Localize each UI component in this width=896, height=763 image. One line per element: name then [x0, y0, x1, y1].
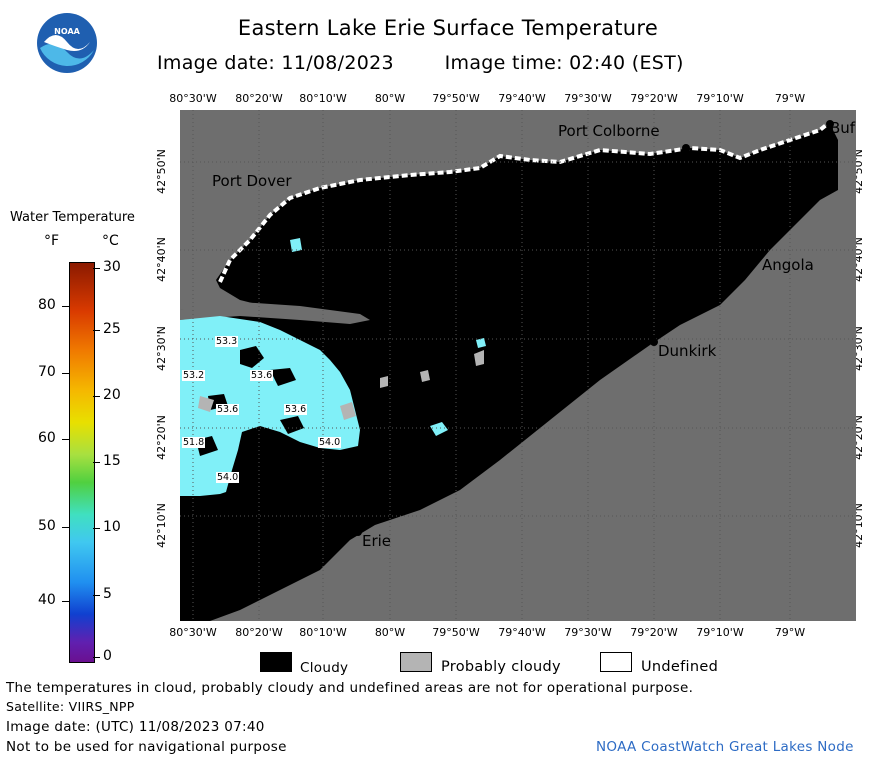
- erie-marker: [354, 528, 362, 536]
- temperature-label: 54.0: [216, 472, 240, 483]
- lon-label-top: 79°30'W: [564, 92, 612, 105]
- scale-c-tick: 20: [103, 387, 121, 403]
- lake-map: [180, 110, 856, 621]
- scale-f-tick: 70: [38, 364, 56, 380]
- place-label: Erie: [362, 532, 392, 550]
- temperature-label: 53.6: [284, 404, 308, 415]
- cloud-patch: [280, 416, 304, 434]
- visible-water-patch: [430, 422, 448, 436]
- temperature-label: 51.8: [182, 437, 206, 448]
- lon-label-top: 79°10'W: [696, 92, 744, 105]
- lon-label-top: 80°20'W: [235, 92, 283, 105]
- scale-c-tick: 10: [103, 519, 121, 535]
- visible-water-area: [180, 316, 360, 496]
- scale-unit-f: °F: [44, 233, 60, 249]
- dunkirk-marker: [650, 338, 658, 346]
- probably-cloudy-patch: [198, 396, 214, 412]
- lon-label-bottom: 80°30'W: [169, 626, 217, 639]
- probably-cloudy-patch: [474, 350, 484, 366]
- cloud-patch: [270, 368, 296, 386]
- map-panel: Port Dover Port Colborne Buf Angola Dunk…: [180, 110, 856, 621]
- lat-label-left: 42°40'N: [154, 237, 168, 282]
- legend-swatch-undefined: [600, 652, 632, 672]
- legend-label-probably-cloudy: Probably cloudy: [441, 659, 561, 675]
- lat-label-left: 42°20'N: [154, 415, 168, 460]
- lon-label-bottom: 79°30'W: [564, 626, 612, 639]
- lon-label-top: 80°30'W: [169, 92, 217, 105]
- credit-line: NOAA CoastWatch Great Lakes Node: [596, 739, 854, 755]
- temperature-label: 53.3: [215, 336, 239, 347]
- port-colborne-marker: [682, 144, 690, 152]
- scale-unit-c: °C: [102, 233, 119, 249]
- scale-f-tick: 50: [38, 518, 56, 534]
- map-title: Eastern Lake Erie Surface Temperature: [237, 16, 659, 40]
- lon-label-top: 79°50'W: [432, 92, 480, 105]
- cloud-patch: [240, 346, 264, 368]
- utc-date: Image date: (UTC) 11/08/2023 07:40: [6, 719, 265, 735]
- temperature-label: 54.0: [318, 437, 342, 448]
- lon-label-bottom: 79°40'W: [498, 626, 546, 639]
- lon-label-bottom: 80°W: [374, 626, 406, 639]
- scale-f-tick: 40: [38, 592, 56, 608]
- scale-f-tick: 80: [38, 297, 56, 313]
- lat-label-left: 42°50'N: [154, 149, 168, 194]
- lon-label-top: 79°20'W: [630, 92, 678, 105]
- lat-label-left: 42°30'N: [154, 326, 168, 371]
- noaa-logo: NOAA: [36, 12, 98, 74]
- probably-cloudy-patch: [380, 376, 388, 388]
- place-label: Angola: [762, 256, 814, 274]
- lon-label-top: 80°W: [374, 92, 406, 105]
- scale-f-tick: 60: [38, 430, 56, 446]
- lon-label-bottom: 79°20'W: [630, 626, 678, 639]
- legend-label-undefined: Undefined: [641, 659, 719, 675]
- scale-c-tick: 0: [103, 648, 112, 664]
- satellite-info: Satellite: VIIRS_NPP: [6, 699, 135, 714]
- legend-swatch-cloudy: [260, 652, 292, 672]
- scale-c-tick: 15: [103, 453, 121, 469]
- lon-label-bottom: 80°20'W: [235, 626, 283, 639]
- scale-c-tick: 25: [103, 321, 121, 337]
- color-scale-bar: [69, 262, 95, 663]
- place-label: Buf: [830, 119, 856, 137]
- temperature-label: 53.6: [250, 370, 274, 381]
- lon-label-bottom: 80°10'W: [299, 626, 347, 639]
- scale-c-tick: 30: [103, 259, 121, 275]
- lon-label-top: 79°40'W: [498, 92, 546, 105]
- scale-c-tick: 5: [103, 586, 112, 602]
- buffalo-marker: [826, 120, 834, 128]
- undefined-edge: [218, 120, 832, 283]
- map-subtitle: Image date: 11/08/2023 Image time: 02:40…: [157, 52, 684, 74]
- image-date: Image date: 11/08/2023: [157, 52, 394, 74]
- lon-label-bottom: 79°10'W: [696, 626, 744, 639]
- visible-water-patch: [476, 338, 486, 348]
- image-time: Image time: 02:40 (EST): [444, 52, 684, 74]
- graticule: [180, 110, 856, 621]
- temperature-label: 53.2: [182, 370, 206, 381]
- angola-marker: [754, 250, 762, 258]
- lon-label-bottom: 79°W: [774, 626, 806, 639]
- noaa-logo-text: NOAA: [54, 27, 80, 36]
- lat-label-left: 42°10'N: [154, 503, 168, 548]
- legend-swatch-probably-cloudy: [400, 652, 432, 672]
- lon-label-top: 80°10'W: [299, 92, 347, 105]
- navigation-warning: Not to be used for navigational purpose: [6, 739, 287, 755]
- temperature-label: 53.6: [216, 404, 240, 415]
- visible-water-patch: [290, 238, 302, 252]
- operational-note: The temperatures in cloud, probably clou…: [6, 680, 694, 696]
- probably-cloudy-patch: [420, 370, 430, 382]
- place-label: Dunkirk: [658, 342, 717, 360]
- probably-cloudy-patch: [340, 402, 356, 420]
- lon-label-top: 79°W: [774, 92, 806, 105]
- lake-cloud-area: [180, 124, 838, 621]
- place-label: Port Colborne: [558, 122, 660, 140]
- place-label: Port Dover: [212, 172, 292, 190]
- legend-label-cloudy: Cloudy: [300, 660, 349, 676]
- lon-label-bottom: 79°50'W: [432, 626, 480, 639]
- scale-title: Water Temperature: [10, 210, 135, 225]
